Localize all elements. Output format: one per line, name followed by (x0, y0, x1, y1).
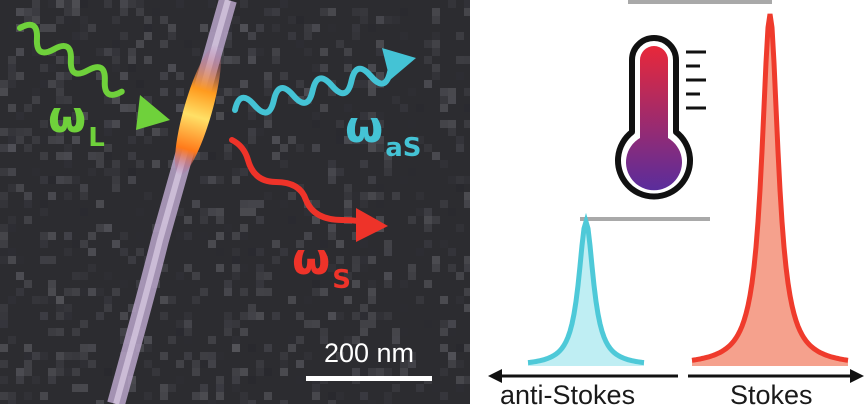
raman-spectrum (488, 0, 864, 383)
laser-hotspot (174, 44, 222, 176)
omega-s-arrowhead (356, 208, 388, 242)
stokes-peak (691, 13, 849, 363)
omega-as-label: ωaS (345, 102, 422, 163)
thermometer-icon (615, 35, 706, 200)
omega-s-label: ωS (292, 234, 351, 295)
omega-as-arrowhead (382, 48, 416, 80)
omega-l-label: ωL (48, 92, 105, 153)
anti-stokes-peak-fill (528, 221, 644, 366)
omega-as-wave-arrow (232, 65, 394, 116)
stokes-peak-fill (692, 14, 848, 366)
omega-l-arrowhead (136, 95, 170, 130)
stokes-label: Stokes (730, 380, 813, 410)
anti-stokes-label: anti-Stokes (500, 380, 636, 410)
anti-stokes-peak (527, 212, 645, 366)
omega-s-wave-arrow (229, 137, 371, 227)
stokes-axis-arrowhead (850, 369, 864, 383)
anti-stokes-axis-arrowhead (488, 369, 502, 383)
scale-bar (306, 376, 432, 381)
scale-bar-label: 200 nm (323, 338, 415, 368)
omega-l-wave-arrow (17, 21, 125, 98)
nanowire-micrograph (0, 0, 470, 404)
